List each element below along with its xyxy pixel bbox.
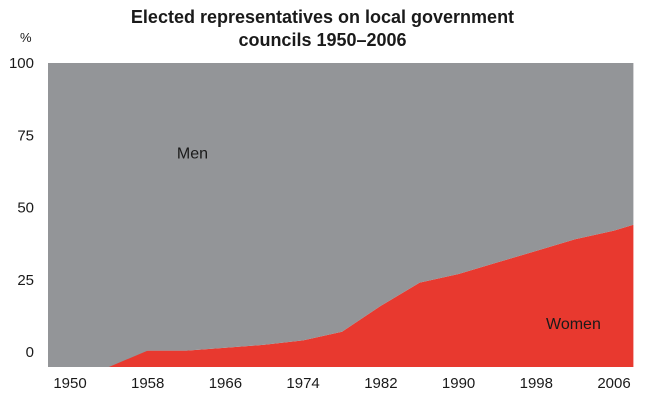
x-axis-labels: 1950 1958 1966 1974 1982 1990 1998 2006 bbox=[53, 375, 630, 392]
x-tick-label: 1990 bbox=[442, 375, 475, 392]
annotation-layer: Men Women bbox=[177, 145, 601, 333]
chart-title-line-1: Elected representatives on local governm… bbox=[130, 7, 515, 27]
x-tick-label: 1958 bbox=[131, 375, 164, 392]
x-tick-label: 1950 bbox=[53, 375, 86, 392]
x-tick-label: 1966 bbox=[209, 375, 242, 392]
area-women bbox=[48, 224, 634, 367]
y-tick-label: 100 bbox=[9, 55, 34, 72]
y-axis-labels: 0 25 50 75 100 bbox=[9, 55, 34, 361]
x-tick-label: 1982 bbox=[364, 375, 397, 392]
area-layer bbox=[48, 63, 634, 367]
chart-title: Elected representatives on local governm… bbox=[0, 6, 645, 52]
series-label-men: Men bbox=[177, 145, 208, 162]
y-tick-label: 75 bbox=[17, 127, 34, 144]
x-tick-label: 1998 bbox=[520, 375, 553, 392]
y-tick-label: 0 bbox=[26, 344, 34, 361]
area-men bbox=[48, 63, 634, 367]
x-tick-label: 2006 bbox=[597, 375, 630, 392]
chart-title-line-2: councils 1950–2006 bbox=[238, 30, 407, 50]
y-tick-label: 50 bbox=[17, 200, 34, 217]
y-tick-label: 25 bbox=[17, 272, 34, 289]
x-tick-label: 1974 bbox=[286, 375, 319, 392]
y-axis-unit: % bbox=[20, 30, 32, 45]
series-label-women: Women bbox=[546, 316, 601, 333]
